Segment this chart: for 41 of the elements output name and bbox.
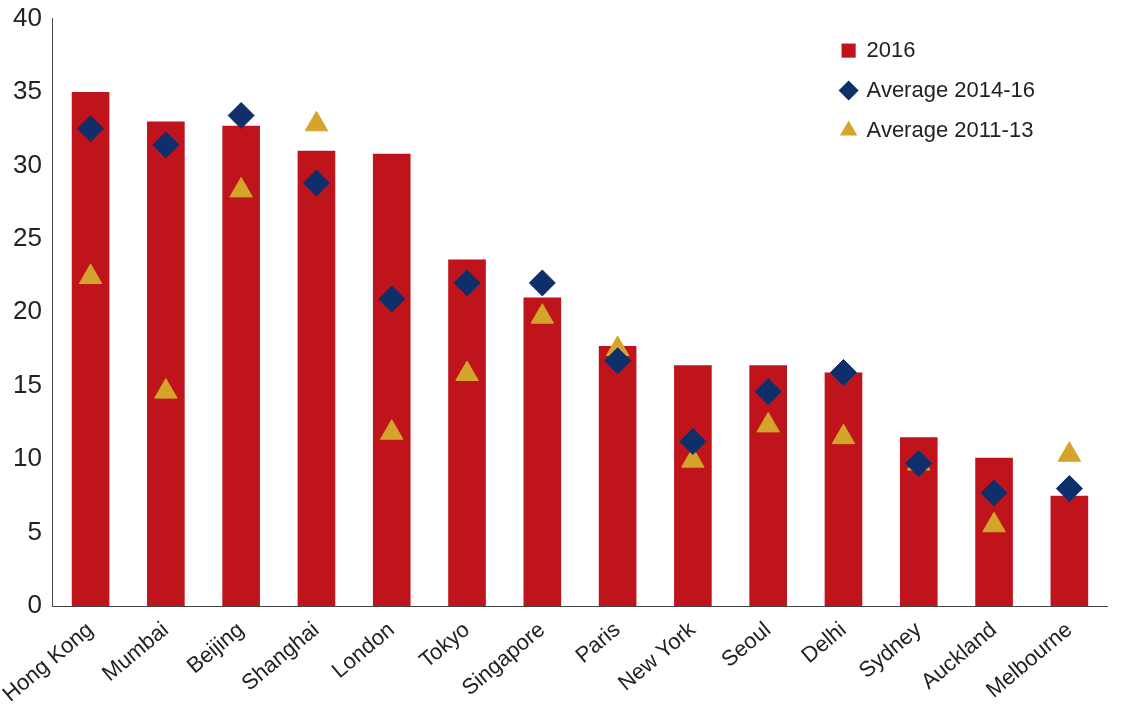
bar — [598, 346, 637, 607]
point — [530, 303, 555, 324]
y-tick-label: 25 — [13, 222, 42, 253]
y-tick-label: 10 — [13, 442, 42, 473]
bar — [71, 92, 110, 607]
y-tick-label: 5 — [27, 515, 42, 546]
legend-label: Average 2011-13 — [866, 116, 1034, 142]
y-tick-label: 40 — [13, 1, 42, 32]
point — [227, 102, 255, 130]
bar — [372, 153, 411, 607]
bar — [899, 437, 938, 607]
point — [302, 169, 330, 197]
bar — [448, 259, 486, 607]
legend-label: 2016 — [866, 36, 916, 62]
point — [453, 269, 481, 297]
point — [528, 269, 556, 297]
bar — [222, 125, 260, 607]
point — [78, 263, 103, 285]
bar — [523, 297, 562, 607]
bar — [147, 121, 185, 607]
bar — [749, 365, 788, 607]
point — [154, 378, 178, 399]
point — [831, 423, 856, 445]
y-tick-label: 20 — [13, 295, 42, 326]
point — [378, 285, 406, 313]
bar — [824, 372, 863, 607]
point — [152, 131, 180, 159]
point — [756, 411, 780, 433]
bar — [297, 150, 336, 607]
y-tick-label: 35 — [13, 75, 42, 106]
point — [982, 511, 1006, 533]
y-tick-label: 0 — [27, 589, 42, 620]
y-tick-label: 30 — [13, 148, 42, 179]
bar — [1050, 495, 1089, 607]
point — [77, 115, 105, 143]
point — [379, 419, 404, 440]
point — [1057, 441, 1082, 462]
y-tick-label: 15 — [13, 368, 42, 399]
legend-label: Average 2014-16 — [866, 76, 1036, 102]
bar — [674, 365, 712, 607]
point — [455, 360, 479, 381]
